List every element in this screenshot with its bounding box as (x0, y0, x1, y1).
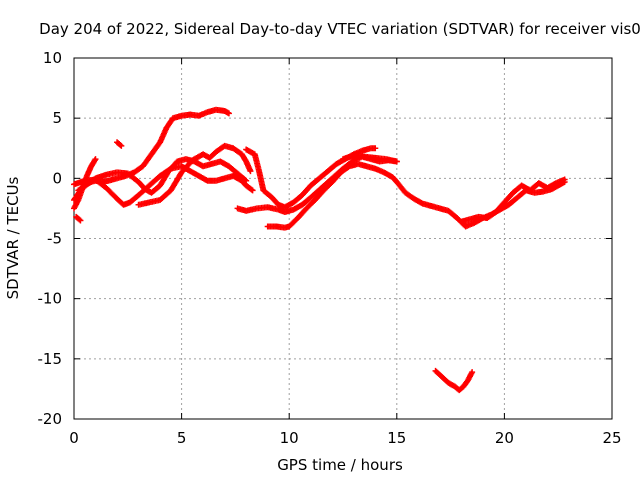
data-points (71, 106, 568, 394)
data-point (117, 141, 124, 148)
x-tick-label: 5 (177, 429, 187, 447)
series-track-d (73, 213, 84, 224)
data-point (561, 176, 568, 183)
x-tick-label: 10 (280, 429, 299, 447)
y-tick-label: 5 (52, 109, 62, 127)
series-track-c (114, 139, 125, 149)
y-tick-label: -5 (47, 230, 62, 248)
data-point (393, 158, 400, 165)
y-tick-label: -20 (38, 410, 63, 428)
data-point (469, 369, 476, 376)
x-tick-label: 20 (495, 429, 514, 447)
x-tick-label: 25 (602, 429, 621, 447)
ticks (73, 57, 613, 420)
data-point (247, 168, 254, 175)
y-tick-label: 0 (52, 169, 62, 187)
data-point (92, 156, 99, 163)
x-tick-label: 0 (69, 429, 79, 447)
data-point (76, 216, 83, 223)
y-tick-label: -15 (38, 350, 63, 368)
series-track-k (340, 152, 400, 165)
data-point (242, 176, 249, 183)
data-point (225, 110, 232, 117)
x-axis-label: GPS time / hours (277, 456, 403, 474)
series-track-l (458, 176, 568, 225)
series-track-m (432, 367, 476, 394)
data-point (77, 217, 84, 224)
chart-title: Day 204 of 2022, Sidereal Day-to-day VTE… (39, 20, 640, 38)
series-track-e (71, 163, 256, 208)
tick-labels: 0 5 10 15 20 25 -20 -15 -10 -5 0 5 10 (38, 49, 622, 447)
data-point (372, 145, 379, 152)
data-point (249, 187, 256, 194)
series-track-f (75, 156, 250, 196)
series-track-g (135, 142, 254, 208)
y-tick-label: -10 (38, 290, 63, 308)
grid (74, 58, 612, 419)
data-point (118, 142, 125, 149)
y-axis-label: SDTVAR / TECUs (4, 176, 22, 299)
x-tick-label: 15 (387, 429, 406, 447)
y-tick-label: 10 (43, 49, 62, 67)
data-point (248, 186, 255, 193)
data-point (243, 177, 250, 184)
